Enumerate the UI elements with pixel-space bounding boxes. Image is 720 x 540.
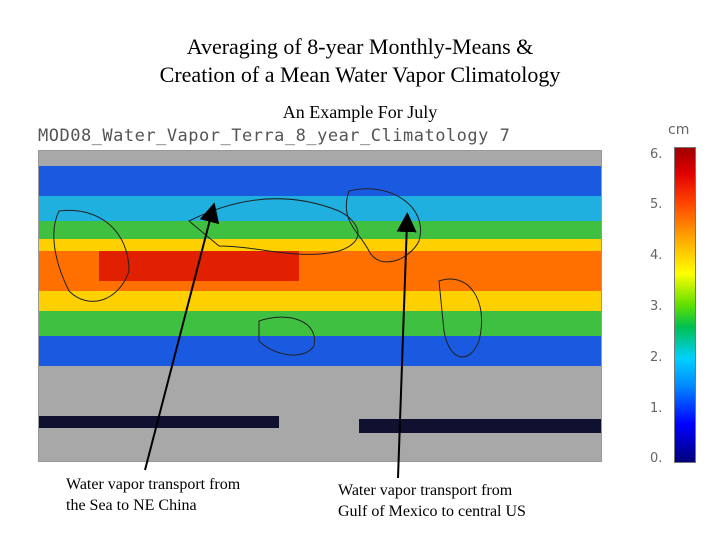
africa-outline (53, 209, 130, 302)
slide-title-line-1: Averaging of 8-year Monthly-Means & (186, 34, 534, 59)
south-america-outline (438, 278, 483, 358)
colorbar (674, 147, 696, 463)
slide-title-line-2: Creation of a Mean Water Vapor Climatolo… (159, 62, 561, 87)
caption-right-line-2: Gulf of Mexico to central US (338, 503, 526, 520)
colorbar-tick: 4. (650, 248, 663, 263)
caption-right: Water vapor transport from Gulf of Mexic… (338, 480, 526, 522)
antarctica-edge-west (39, 416, 279, 428)
band-south-dry (39, 336, 601, 371)
colorbar-tick: 2. (650, 350, 663, 365)
water-vapor-map (38, 150, 602, 462)
map-title: MOD08_Water_Vapor_Terra_8_year_Climatolo… (38, 126, 511, 146)
southern-grey-region (39, 366, 601, 461)
caption-right-line-1: Water vapor transport from (338, 482, 513, 499)
caption-left-line-1: Water vapor transport from (66, 476, 241, 493)
colorbar-tick: 5. (650, 197, 663, 212)
colorbar-tick: 1. (650, 401, 663, 416)
caption-left-line-2: the Sea to NE China (66, 497, 197, 514)
caption-left: Water vapor transport from the Sea to NE… (66, 474, 240, 516)
slide-subtitle: An Example For July (282, 102, 438, 122)
australia-outline (258, 316, 315, 356)
colorbar-tick: 6. (650, 147, 663, 162)
map-image (39, 151, 601, 461)
colorbar-tick: 3. (650, 299, 663, 314)
antarctica-edge-east (359, 419, 601, 433)
asia-outline (188, 198, 359, 255)
colorbar-tick: 0. (650, 451, 663, 466)
colorbar-unit: cm (668, 122, 690, 138)
